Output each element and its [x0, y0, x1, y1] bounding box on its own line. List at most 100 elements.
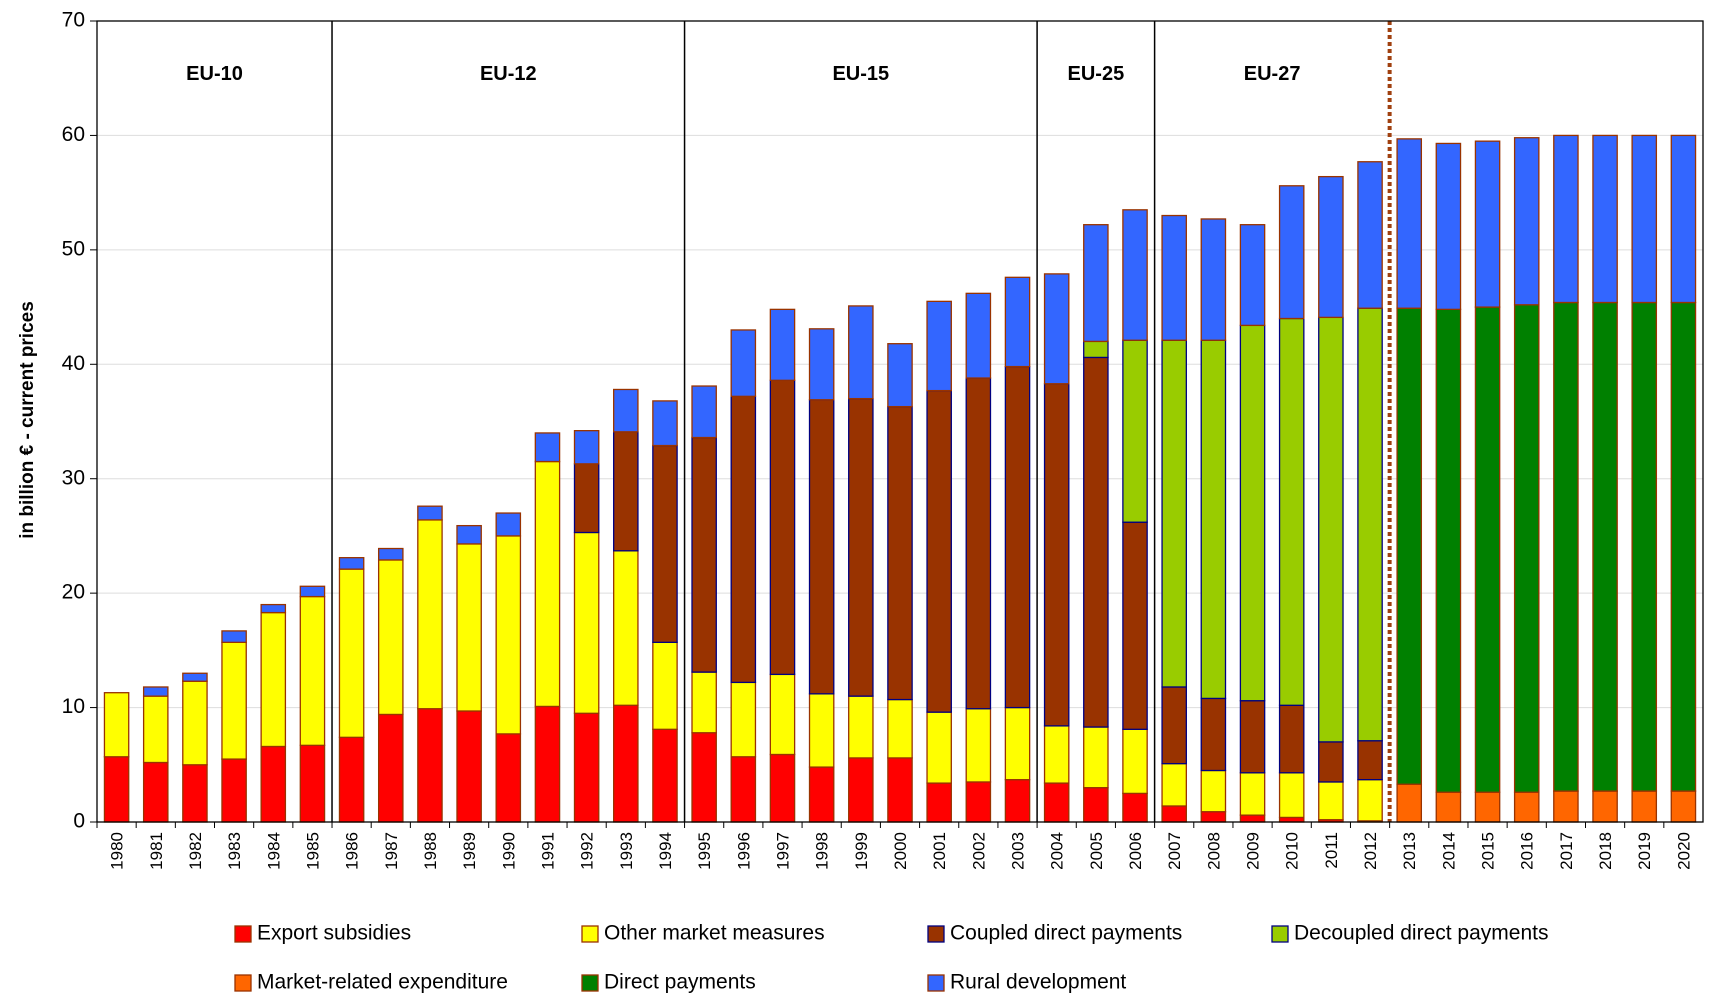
x-tick-label: 1988	[421, 832, 440, 870]
bar-segment	[495, 512, 522, 537]
bar-segment	[1239, 772, 1266, 816]
period-label: EU-27	[1244, 63, 1301, 85]
bar-segment	[299, 744, 326, 823]
x-tick-label: 1994	[656, 832, 675, 870]
y-tick-label: 50	[62, 237, 85, 260]
x-tick-label: 2004	[1048, 832, 1067, 870]
bar-segment	[1278, 816, 1305, 823]
bar-segment	[769, 753, 796, 823]
bar-segment	[1553, 790, 1579, 823]
bar-segment	[377, 559, 404, 716]
bar-segment	[417, 708, 443, 823]
bar-segment	[1278, 704, 1305, 774]
bar-segment	[965, 708, 992, 783]
bar-segment	[1161, 762, 1187, 807]
bar-segment	[221, 630, 247, 643]
x-tick-label: 2007	[1165, 832, 1184, 870]
bar-segment	[1083, 340, 1109, 359]
x-tick-label: 2015	[1479, 832, 1498, 870]
bar-segment	[1357, 779, 1383, 822]
bar-segment	[534, 432, 561, 463]
bar-segment	[1474, 306, 1501, 793]
x-tick-label: 2010	[1283, 832, 1302, 870]
legend-label: Rural development	[950, 971, 1126, 994]
period-label: EU-10	[186, 63, 243, 85]
x-tick-label: 1993	[617, 832, 636, 870]
bar-segment	[1083, 726, 1109, 789]
x-tick-label: 2005	[1087, 832, 1106, 870]
bar-segment	[848, 305, 874, 400]
bar-segment	[1043, 782, 1070, 823]
x-tick-label: 2020	[1674, 832, 1693, 870]
bar-segment	[1318, 316, 1344, 743]
bar-segment	[965, 292, 992, 379]
bar-segment	[848, 695, 874, 759]
x-tick-label: 1995	[695, 832, 714, 870]
bar-segment	[1396, 307, 1423, 785]
bar-segment	[1513, 137, 1540, 306]
period-label: EU-15	[832, 63, 889, 85]
bar-segment	[1592, 790, 1618, 823]
bar-segment	[260, 603, 287, 614]
bar-segment	[1239, 814, 1266, 823]
bar-segment	[1278, 772, 1305, 819]
bar-segment	[691, 671, 717, 734]
bar-segment	[1200, 697, 1227, 772]
bar-segment	[182, 764, 208, 823]
x-tick-label: 2014	[1439, 832, 1458, 870]
bar-segment	[613, 431, 639, 552]
x-tick-label: 1992	[578, 832, 597, 870]
y-tick-label: 20	[62, 581, 85, 604]
bar-segment	[730, 329, 757, 397]
bar-segment	[1318, 741, 1344, 783]
legend-label: Export subsidies	[257, 922, 411, 945]
bar-segment	[1083, 787, 1109, 823]
bar-segment	[965, 377, 992, 710]
bar-segment	[495, 733, 522, 823]
bar-segment	[887, 757, 913, 823]
bar-segment	[1513, 791, 1540, 823]
bar-segment	[1592, 134, 1618, 304]
bar-segment	[1278, 317, 1305, 706]
bar-segment	[182, 680, 208, 766]
bar-segment	[887, 698, 913, 759]
y-tick-label: 10	[62, 695, 85, 718]
bar-segment	[573, 712, 600, 823]
legend-swatch	[234, 925, 252, 943]
bar-segment	[1122, 521, 1148, 730]
bar-segment	[338, 557, 365, 570]
bar-segment	[1631, 790, 1658, 823]
bar-segment	[1670, 790, 1697, 823]
x-tick-label: 2008	[1204, 832, 1223, 870]
bar-segment	[1161, 214, 1187, 341]
bar-segment	[456, 524, 482, 545]
bar-segment	[573, 430, 600, 465]
bar-segment	[1396, 783, 1423, 823]
bar-segment	[1631, 301, 1658, 792]
legend-label: Other market measures	[604, 922, 825, 945]
bar-segment	[417, 505, 443, 521]
bar-segment	[769, 673, 796, 756]
bar-segment	[1122, 339, 1148, 523]
bar-segment	[573, 531, 600, 714]
x-tick-label: 2003	[1009, 832, 1028, 870]
bar-segment	[1474, 140, 1501, 308]
bar-segment	[573, 463, 600, 534]
bar-segment	[534, 460, 561, 708]
bar-segment	[691, 436, 717, 673]
legend-swatch	[927, 925, 945, 943]
bar-segment	[142, 695, 169, 764]
bar-segment	[1161, 686, 1187, 765]
bar-segment	[260, 611, 287, 748]
bar-segment	[1357, 307, 1383, 742]
y-tick-label: 30	[62, 466, 85, 489]
y-tick-label: 70	[62, 9, 85, 32]
bar-segment	[1200, 339, 1227, 700]
bar-segment	[338, 736, 365, 823]
bar-segment	[1239, 324, 1266, 702]
x-tick-label: 2009	[1244, 832, 1263, 870]
bar-segment	[1474, 791, 1501, 823]
bar-segment	[142, 761, 169, 823]
bar-segment	[377, 713, 404, 823]
bar-segment	[769, 308, 796, 381]
